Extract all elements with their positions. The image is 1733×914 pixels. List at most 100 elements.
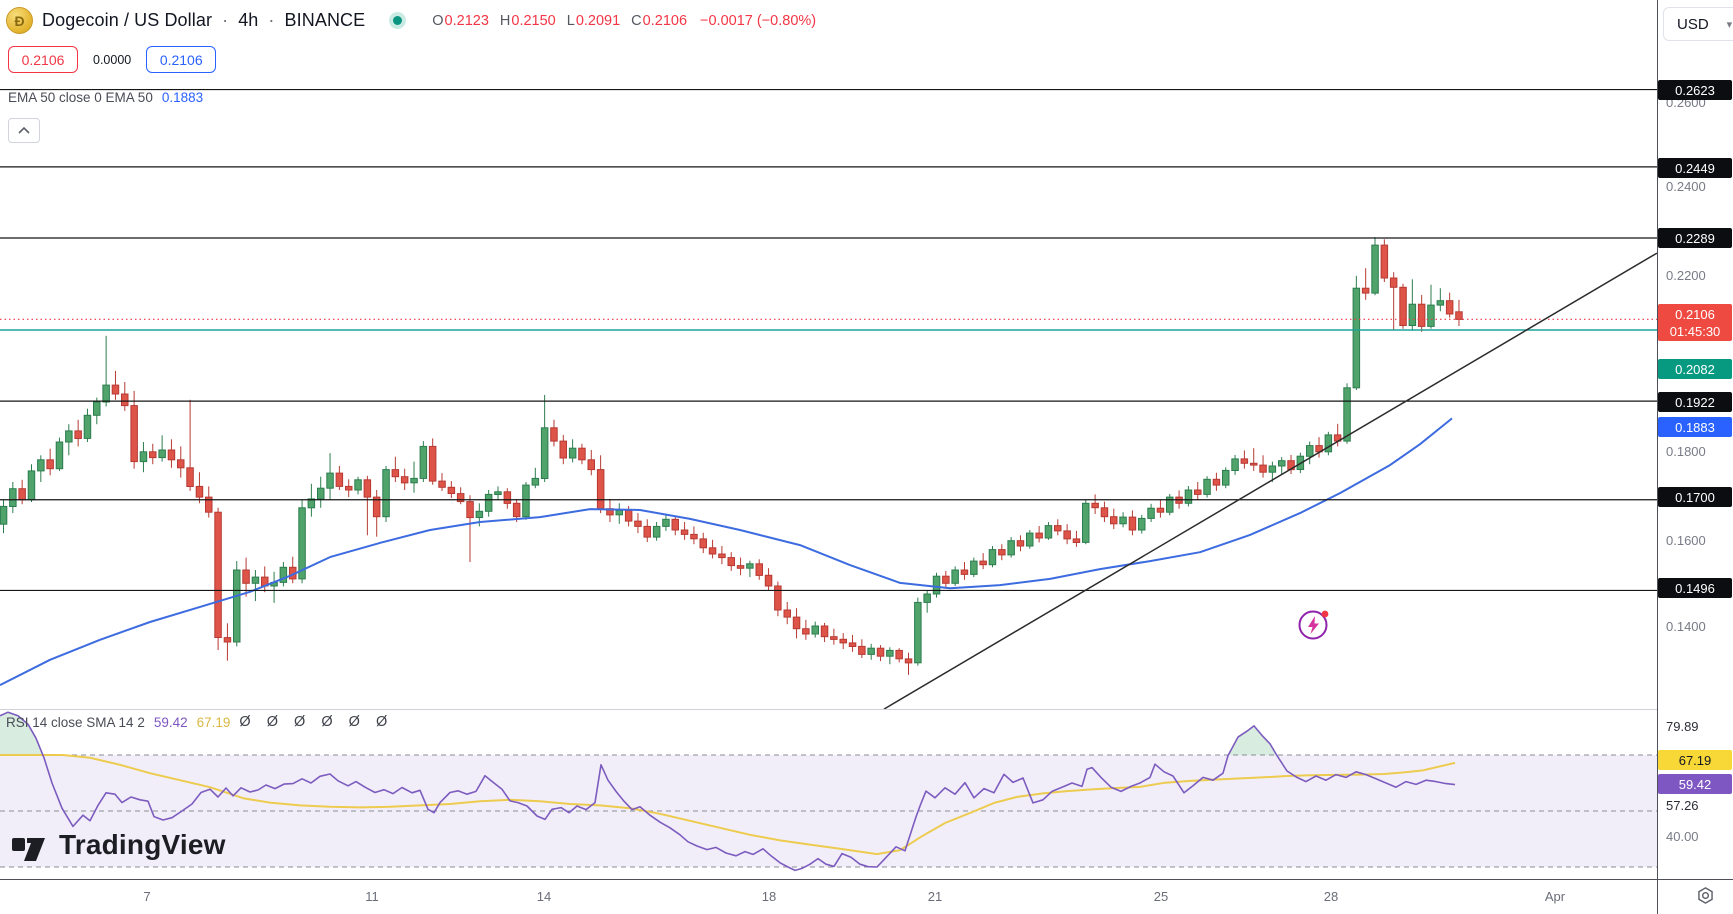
candle: [1044, 522, 1053, 540]
candle: [811, 621, 819, 638]
tradingview-watermark-text: TradingView: [59, 829, 226, 860]
candle: [1324, 431, 1333, 456]
candle: [177, 446, 185, 478]
candle: [876, 645, 885, 662]
candle: [1035, 526, 1043, 543]
candle: [494, 486, 502, 500]
candle: [223, 623, 232, 661]
candle: [1184, 486, 1193, 507]
candle: [708, 539, 717, 559]
collapse-legend-button[interactable]: [8, 118, 40, 143]
candle: [419, 441, 428, 482]
candle: [354, 476, 362, 495]
candle: [1399, 283, 1407, 329]
candle: [214, 507, 222, 650]
candle: [1082, 499, 1090, 545]
candle: [1128, 510, 1137, 536]
candle: [18, 479, 26, 505]
price-axis-tick: 0.2400: [1666, 179, 1706, 194]
candle: [839, 633, 847, 650]
chart-canvas[interactable]: [0, 0, 1657, 879]
axis-settings-gear-icon[interactable]: [1696, 886, 1715, 910]
candle: [1455, 299, 1463, 326]
time-axis-tick: 14: [536, 889, 552, 904]
time-axis[interactable]: 7 11 14 18 21 25 28 Apr: [0, 880, 1733, 914]
ema-legend-label: EMA 50 close 0 EMA 50: [8, 90, 153, 105]
time-axis-border: [0, 879, 1733, 880]
chevron-down-icon: ▾: [1726, 18, 1733, 31]
ohlc-readout: O0.2123 H0.2150 L0.2091 C0.2106 −0.0017 …: [432, 13, 816, 29]
bar-countdown: 01:45:30: [1669, 323, 1721, 339]
candle: [326, 453, 334, 500]
candle: [158, 435, 166, 462]
timeframe-button[interactable]: 4h: [238, 10, 259, 30]
candle: [820, 622, 829, 642]
candle: [438, 473, 446, 491]
candle: [764, 568, 773, 591]
candle: [1352, 275, 1361, 390]
rsi-legend[interactable]: RSI 14 close SMA 14 2 59.42 67.19 Ø Ø Ø …: [6, 714, 393, 730]
candle: [1222, 467, 1230, 489]
price-axis-label: 0.2106 01:45:30: [1658, 304, 1732, 341]
candle: [9, 482, 17, 514]
ema-legend[interactable]: EMA 50 close 0 EMA 50 0.1883: [8, 90, 203, 105]
candle: [195, 472, 204, 504]
price-axis-label: 0.1922: [1658, 392, 1732, 412]
candle: [345, 479, 353, 498]
candle: [1361, 268, 1370, 300]
tradingview-watermark[interactable]: TradingView: [12, 828, 226, 862]
price-axis-label: 0.1700: [1658, 487, 1732, 507]
candle: [65, 424, 73, 456]
price-axis-tick: 57.26: [1666, 798, 1699, 813]
candle: [988, 546, 997, 568]
pane-separator[interactable]: [0, 709, 1733, 710]
rsi-line: [0, 711, 1456, 872]
boost-lightning-icon[interactable]: [1296, 606, 1332, 647]
candle: [951, 566, 959, 586]
rsi-sma-value: 67.19: [196, 714, 231, 730]
currency-button[interactable]: USD ▾: [1663, 7, 1733, 41]
candle: [1268, 461, 1277, 482]
price-axis-tick: 0.1400: [1666, 619, 1706, 634]
candle: [382, 466, 390, 522]
candle: [727, 552, 735, 571]
candle: [1016, 535, 1025, 552]
candle: [522, 482, 530, 520]
candle: [699, 532, 707, 554]
price-axis[interactable]: 0.2600 0.2400 0.2200 0.1800 0.1600 0.1400 79.8…: [1657, 0, 1733, 879]
candle: [1100, 501, 1109, 522]
candle: [1408, 279, 1417, 331]
candle: [102, 335, 110, 407]
candle: [1110, 508, 1118, 530]
candle: [540, 394, 549, 482]
candle: [233, 561, 241, 647]
candle: [46, 448, 54, 476]
candle: [456, 487, 465, 505]
candle: [1250, 448, 1258, 471]
sell-button[interactable]: 0.2106: [8, 46, 78, 73]
open-value: 0.2123: [444, 12, 489, 29]
candle: [578, 443, 586, 465]
candle: [93, 397, 101, 425]
candle: [1194, 482, 1202, 500]
candle: [111, 370, 120, 400]
candle: [858, 639, 866, 658]
candle: [559, 434, 567, 465]
candle: [1436, 288, 1445, 312]
candle: [904, 652, 913, 675]
candle: [317, 476, 325, 508]
buy-button[interactable]: 0.2106: [146, 46, 217, 73]
candle: [1147, 503, 1155, 522]
candle: [1427, 284, 1435, 329]
market-status-icon[interactable]: [389, 12, 407, 29]
candle: [139, 442, 148, 473]
exchange-label[interactable]: BINANCE: [284, 10, 366, 30]
time-axis-tick: 21: [927, 889, 943, 904]
symbol-title[interactable]: Dogecoin / US Dollar: [42, 10, 213, 30]
rsi-legend-label: RSI 14 close SMA 14 2: [6, 714, 145, 730]
candle: [289, 556, 297, 584]
candle: [671, 516, 679, 536]
candle: [1380, 239, 1389, 282]
candle: [932, 572, 941, 598]
